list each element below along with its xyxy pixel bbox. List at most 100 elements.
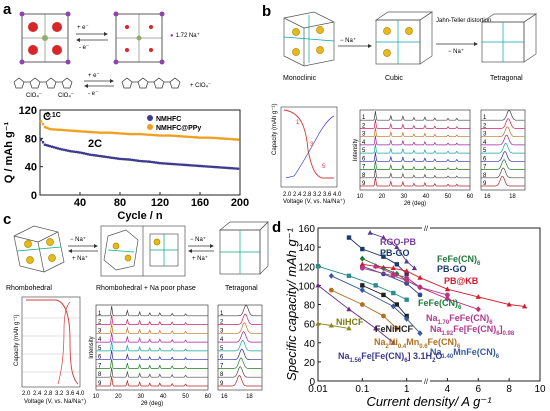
series-line xyxy=(315,282,396,345)
xrd-trace xyxy=(359,135,470,146)
data-point xyxy=(230,166,234,170)
data-point xyxy=(411,265,418,271)
data-point xyxy=(214,165,218,169)
data-point xyxy=(218,137,222,140)
y-tick-label: 40 xyxy=(25,162,37,174)
scan-label: 1 xyxy=(98,311,102,317)
scan-label: 5 xyxy=(98,346,102,352)
series-path xyxy=(331,289,398,329)
xrd-xtick: 40 xyxy=(423,194,430,200)
data-point xyxy=(346,325,352,331)
data-point xyxy=(128,132,132,136)
data-point xyxy=(204,165,208,168)
data-point xyxy=(394,262,400,267)
xrd-zoom-xtick: 16 xyxy=(221,394,228,400)
data-point xyxy=(315,264,321,269)
xrd-trace xyxy=(359,168,470,179)
data-point xyxy=(108,156,112,159)
inset-voltage-profile-b: Capacity (mAh g⁻¹) 2.0 2.4 2.8 3.2 3.6 4… xyxy=(272,103,345,205)
data-point xyxy=(142,159,146,163)
arrow-c1-label-bottom: + Na⁺ xyxy=(72,255,88,262)
data-point xyxy=(210,136,214,140)
scan-label: 3 xyxy=(220,328,224,334)
data-point xyxy=(112,156,116,160)
data-point xyxy=(359,302,365,307)
xrd-xtick: 30 xyxy=(401,194,408,200)
data-point xyxy=(328,287,334,293)
crystal-structure-a-right xyxy=(113,11,165,65)
x-tick-label: 0.01 xyxy=(308,384,328,395)
arrowhead xyxy=(68,249,72,253)
reaction-b-forward: + e⁻ xyxy=(88,73,100,79)
data-point xyxy=(90,153,94,157)
data-point xyxy=(94,154,98,157)
data-point xyxy=(56,128,60,131)
scan-label: 4 xyxy=(220,337,224,343)
data-point xyxy=(152,160,156,164)
data-point xyxy=(475,306,481,313)
scan-label: 9 xyxy=(220,381,224,387)
label-na156: Na1.56Fe[Fe(CN)6] 3.1H2O xyxy=(338,351,442,364)
data-point xyxy=(144,160,148,163)
legend-entry: NMHFC@PPy xyxy=(156,125,201,132)
data-point xyxy=(174,134,178,138)
data-point xyxy=(164,162,168,165)
inset-xlabel: Voltage (V, vs. Na/Na⁺) xyxy=(24,398,86,405)
data-point xyxy=(110,131,114,135)
xrd-panel-c: 9 8 7 6 5 4 3 2 1 10 20 30 40 50 60 2θ (deg) Intensity 9 8… xyxy=(89,304,263,407)
data-point xyxy=(54,128,58,131)
data-point xyxy=(184,163,188,167)
xrd-zoom-trace xyxy=(218,375,262,387)
data-point xyxy=(222,137,226,140)
data-point xyxy=(180,135,184,138)
data-point xyxy=(146,160,150,163)
arrowhead xyxy=(210,244,214,248)
scan-label: 1 xyxy=(483,115,487,121)
scan-label: 9 xyxy=(362,181,366,187)
polymer-chain-left xyxy=(13,77,73,89)
data-point xyxy=(56,147,60,150)
y-axis-label: Specific capacity/ mAh g⁻¹ xyxy=(284,227,299,380)
data-point xyxy=(140,132,144,136)
phase-label: Rhombohedral xyxy=(6,285,52,292)
data-point xyxy=(60,128,64,132)
data-point xyxy=(168,134,172,137)
reaction-b-product: + ClO₄⁻ xyxy=(190,83,211,89)
xrd-xtick: 20 xyxy=(379,194,386,200)
data-point xyxy=(96,131,100,134)
data-point xyxy=(220,137,224,140)
data-point xyxy=(170,162,174,166)
data-point xyxy=(58,128,62,132)
data-point xyxy=(124,158,128,161)
data-point xyxy=(112,131,116,135)
x-tick-label: 120 xyxy=(151,197,169,209)
xrd-trace xyxy=(95,349,208,361)
inset-xtick: 3.6 xyxy=(323,192,332,198)
data-point xyxy=(144,133,148,136)
data-point xyxy=(404,315,410,322)
data-point xyxy=(198,136,202,139)
xrd-zoom-trace xyxy=(217,331,262,343)
data-point xyxy=(58,147,62,151)
data-point xyxy=(404,297,409,302)
data-point xyxy=(70,150,74,153)
xrd-panel-b: 9 8 7 6 5 4 3 2 1 10 20 30 40 50 60 2θ (deg) Intensity 9 8… xyxy=(353,109,526,207)
phase-label: Cubic xyxy=(385,75,403,82)
inset-xtick: 4.0 xyxy=(333,192,342,198)
inset-xtick: 2.4 xyxy=(33,391,42,397)
data-point xyxy=(132,132,136,136)
scan-label: 8 xyxy=(220,372,224,378)
counter-anion-1: ClO₄⁻ xyxy=(26,93,42,99)
inset-xtick: 3.2 xyxy=(313,192,322,198)
data-point xyxy=(118,132,122,135)
data-point xyxy=(154,161,158,164)
x-tick-label: 200 xyxy=(231,197,249,209)
data-point xyxy=(404,271,409,277)
series-nmhfc-ppy xyxy=(39,120,240,141)
data-point xyxy=(162,134,166,137)
panel-label-c: c xyxy=(3,211,11,228)
scan-label: 9 xyxy=(483,181,487,187)
data-point xyxy=(226,166,230,170)
xrd-zoom-trace xyxy=(480,167,525,179)
data-point xyxy=(190,135,194,139)
